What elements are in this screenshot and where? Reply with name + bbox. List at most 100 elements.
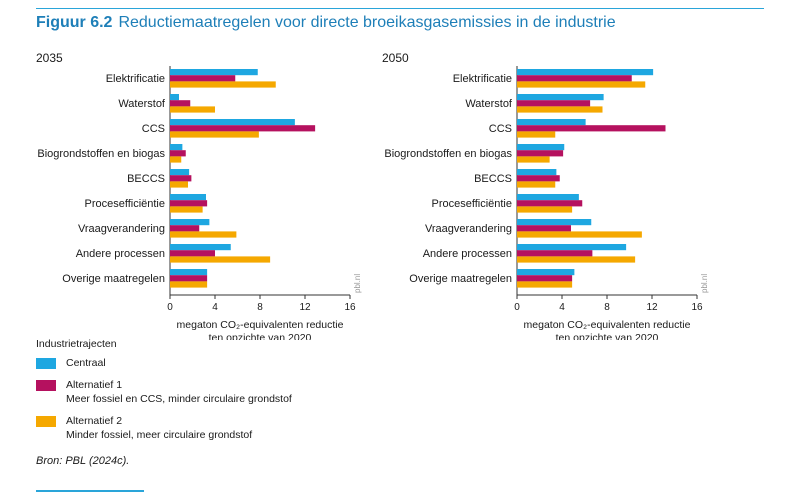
bar [170, 69, 258, 76]
bar [517, 231, 642, 238]
legend-sub-alternatief-2: Minder fossiel, meer circulaire grondsto… [66, 429, 253, 441]
bar [517, 125, 666, 132]
charts-area: 2035 0 4 8 12 16 Elektrificatie Waterstof CCS Bio… [36, 51, 709, 340]
legend-swatch-centraal [36, 358, 56, 369]
category-label: Procesefficiëntie [84, 198, 165, 210]
bar [170, 100, 191, 107]
category-label: Overige maatregelen [409, 273, 512, 285]
watermark-pbl: pbl.nl [353, 274, 362, 293]
bar [170, 194, 206, 201]
legend-swatch-alternatief-1 [36, 380, 56, 391]
bar [517, 119, 586, 126]
bar [170, 94, 179, 101]
bar [170, 81, 276, 88]
category-label: Biogrondstoffen en biogas [384, 148, 512, 160]
legend-title: Industrietrajecten [36, 338, 117, 350]
legend-item-alternatief-1: Alternatief 1 Meer fossiel en CCS, minde… [36, 378, 292, 406]
category-label: CCS [489, 123, 512, 135]
bar [517, 225, 571, 232]
bar [517, 81, 646, 88]
x-tick-label: 12 [299, 302, 311, 313]
bar [170, 181, 188, 188]
bar [170, 75, 236, 82]
bar [517, 206, 573, 213]
legend-item-centraal: Centraal [36, 356, 292, 370]
bar [170, 269, 208, 276]
x-axis-label-line2: ten opzichte van 2020 [209, 332, 312, 340]
bar [170, 256, 271, 263]
bottom-rule [36, 490, 144, 492]
legend-sub-alternatief-1: Meer fossiel en CCS, minder circulaire g… [66, 393, 292, 405]
category-label: Vraagverandering [425, 223, 512, 235]
bar [170, 175, 192, 182]
category-label: Overige maatregelen [62, 273, 165, 285]
legend-label-alternatief-1: Alternatief 1 [66, 379, 123, 391]
bar [517, 194, 579, 201]
bar [517, 144, 565, 151]
bar [170, 169, 190, 176]
legend-swatch-alternatief-2 [36, 416, 56, 427]
bar [170, 225, 200, 232]
category-label: Andere processen [76, 248, 165, 260]
figure-number: Figuur 6.2 [36, 14, 113, 31]
bar [517, 131, 556, 138]
bar [170, 144, 183, 151]
bar [517, 69, 654, 76]
bar [517, 200, 583, 207]
x-tick-label: 16 [344, 302, 356, 313]
bar [517, 275, 573, 282]
bar [517, 281, 573, 288]
category-label: Biogrondstoffen en biogas [37, 148, 165, 160]
watermark-pbl: pbl.nl [700, 274, 709, 293]
legend-label-alternatief-2: Alternatief 2 [66, 415, 123, 427]
figure-title-text: Reductiemaatregelen voor directe broeika… [118, 14, 616, 31]
bar [517, 244, 627, 251]
bar [170, 231, 237, 238]
bar [517, 100, 591, 107]
x-tick-label: 0 [514, 302, 520, 313]
x-tick-label: 8 [604, 302, 610, 313]
bar [517, 250, 593, 257]
source-note: Bron: PBL (2024c). [36, 455, 130, 467]
x-tick-label: 8 [257, 302, 263, 313]
x-tick-label: 12 [646, 302, 658, 313]
bar [170, 125, 316, 132]
bar [170, 275, 208, 282]
bar [517, 94, 604, 101]
bar [170, 131, 259, 138]
bar [517, 269, 575, 276]
bar [170, 150, 186, 157]
bar [517, 106, 603, 113]
bar [170, 119, 295, 126]
legend: Industrietrajecten Centraal Alternatief … [36, 338, 292, 450]
legend-item-alternatief-2: Alternatief 2 Minder fossiel, meer circu… [36, 414, 292, 442]
category-label: Andere processen [423, 248, 512, 260]
bar [517, 169, 557, 176]
bar [170, 244, 231, 251]
x-tick-label: 16 [691, 302, 703, 313]
x-axis-label: megaton CO₂-equivalenten reductie [177, 319, 344, 331]
bar [517, 181, 556, 188]
bar [170, 219, 210, 226]
bar [517, 175, 560, 182]
x-axis-label: megaton CO₂-equivalenten reductie [524, 319, 691, 331]
bar [517, 156, 550, 163]
category-label: Elektrificatie [453, 73, 512, 85]
category-label: Vraagverandering [78, 223, 165, 235]
bar [517, 75, 632, 82]
category-label: Procesefficiëntie [431, 198, 512, 210]
bar [170, 250, 215, 257]
panel-title: 2050 [382, 51, 409, 65]
bar [517, 150, 564, 157]
bar [170, 156, 182, 163]
x-tick-label: 0 [167, 302, 173, 313]
bar [517, 256, 636, 263]
category-label: Waterstof [118, 98, 166, 110]
x-tick-label: 4 [559, 302, 565, 313]
category-label: CCS [142, 123, 165, 135]
bar [170, 200, 208, 207]
category-label: BECCS [127, 173, 165, 185]
category-label: BECCS [474, 173, 512, 185]
figure-title: Figuur 6.2 Reductiemaatregelen voor direc… [36, 14, 616, 32]
x-axis-label-line2: ten opzichte van 2020 [556, 332, 659, 340]
